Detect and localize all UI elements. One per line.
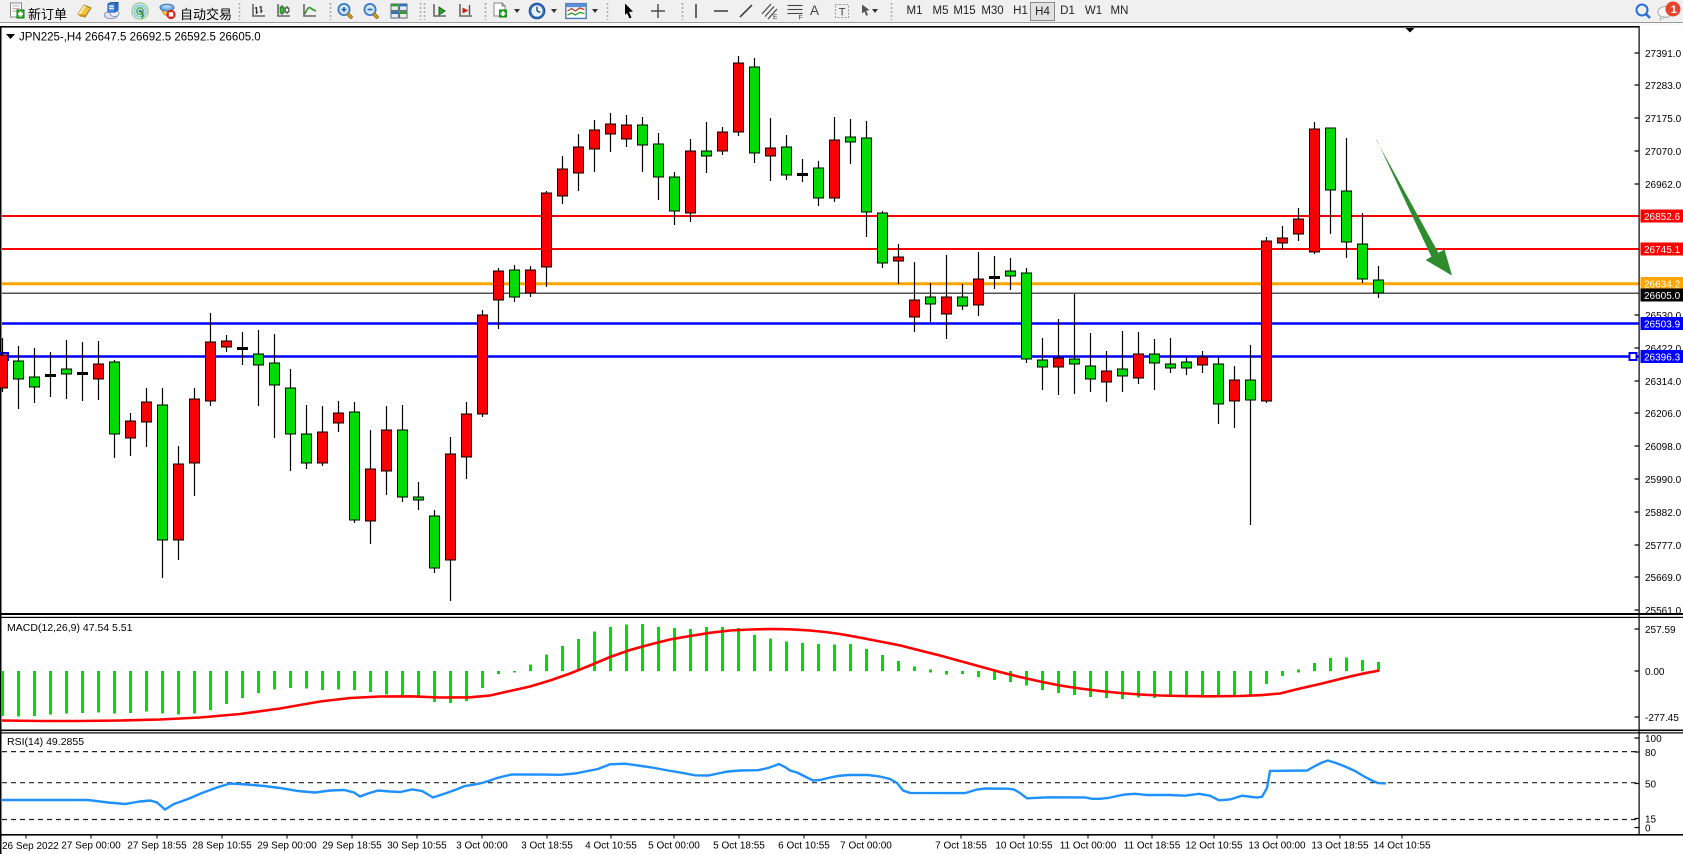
svg-text:27391.0: 27391.0 xyxy=(1645,49,1682,60)
svg-text:100: 100 xyxy=(1645,734,1662,745)
svg-text:11 Oct 00:00: 11 Oct 00:00 xyxy=(1060,841,1117,852)
svg-text:15: 15 xyxy=(1645,815,1657,826)
svg-text:26396.3: 26396.3 xyxy=(1644,352,1681,363)
svg-text:26 Sep 2022: 26 Sep 2022 xyxy=(2,841,59,852)
svg-text:-277.45: -277.45 xyxy=(1645,713,1679,724)
svg-text:26098.0: 26098.0 xyxy=(1645,442,1682,453)
svg-text:26422.0: 26422.0 xyxy=(1645,344,1682,355)
svg-text:50: 50 xyxy=(1645,780,1657,791)
svg-text:25990.0: 25990.0 xyxy=(1645,475,1682,486)
svg-text:12 Oct 10:55: 12 Oct 10:55 xyxy=(1185,841,1243,852)
svg-text:26605.0: 26605.0 xyxy=(1644,291,1681,302)
svg-text:5 Oct 00:00: 5 Oct 00:00 xyxy=(648,841,700,852)
svg-text:25669.0: 25669.0 xyxy=(1645,573,1682,584)
svg-text:0.00: 0.00 xyxy=(1645,667,1665,678)
svg-text:257.59: 257.59 xyxy=(1645,625,1676,636)
svg-text:27 Sep 00:00: 27 Sep 00:00 xyxy=(61,841,121,852)
svg-text:5 Oct 18:55: 5 Oct 18:55 xyxy=(713,841,765,852)
svg-text:26634.2: 26634.2 xyxy=(1644,279,1681,290)
svg-text:29 Sep 18:55: 29 Sep 18:55 xyxy=(322,841,382,852)
svg-text:26530.0: 26530.0 xyxy=(1645,311,1682,322)
svg-text:3 Oct 18:55: 3 Oct 18:55 xyxy=(521,841,573,852)
svg-text:27175.0: 27175.0 xyxy=(1645,114,1682,125)
svg-text:30 Sep 10:55: 30 Sep 10:55 xyxy=(387,841,447,852)
svg-text:80: 80 xyxy=(1645,748,1657,759)
svg-text:26962.0: 26962.0 xyxy=(1645,180,1682,191)
svg-text:3 Oct 00:00: 3 Oct 00:00 xyxy=(456,841,508,852)
svg-text:0: 0 xyxy=(1645,824,1651,835)
svg-text:27070.0: 27070.0 xyxy=(1645,147,1682,158)
svg-text:7 Oct 00:00: 7 Oct 00:00 xyxy=(840,841,892,852)
svg-text:26206.0: 26206.0 xyxy=(1645,409,1682,420)
svg-text:26503.9: 26503.9 xyxy=(1644,319,1681,330)
svg-text:4 Oct 10:55: 4 Oct 10:55 xyxy=(585,841,637,852)
svg-text:13 Oct 00:00: 13 Oct 00:00 xyxy=(1248,841,1306,852)
svg-text:7 Oct 18:55: 7 Oct 18:55 xyxy=(935,841,987,852)
svg-text:1: 1 xyxy=(1671,4,1677,16)
svg-text:26852.6: 26852.6 xyxy=(1644,212,1681,223)
svg-text:10 Oct 10:55: 10 Oct 10:55 xyxy=(995,841,1053,852)
svg-text:E: E xyxy=(773,14,778,20)
svg-text:F: F xyxy=(799,15,803,21)
svg-text:27283.0: 27283.0 xyxy=(1645,81,1682,92)
svg-text:29 Sep 00:00: 29 Sep 00:00 xyxy=(257,841,317,852)
svg-text:RSI(14) 49.2855: RSI(14) 49.2855 xyxy=(7,736,84,748)
svg-text:25561.0: 25561.0 xyxy=(1645,606,1682,617)
svg-text:6 Oct 10:55: 6 Oct 10:55 xyxy=(778,841,830,852)
svg-text:28 Sep 10:55: 28 Sep 10:55 xyxy=(192,841,252,852)
svg-text:25882.0: 25882.0 xyxy=(1645,508,1682,519)
svg-text:11 Oct 18:55: 11 Oct 18:55 xyxy=(1124,841,1181,852)
svg-text:14 Oct 10:55: 14 Oct 10:55 xyxy=(1373,841,1431,852)
svg-text:26745.1: 26745.1 xyxy=(1644,245,1681,256)
svg-text:27 Sep 18:55: 27 Sep 18:55 xyxy=(127,841,187,852)
svg-text:JPN225-,H4 26647.5 26692.5 26: JPN225-,H4 26647.5 26692.5 26592.5 26605… xyxy=(19,32,261,44)
svg-text:25777.0: 25777.0 xyxy=(1645,541,1682,552)
svg-text:MACD(12,26,9) 47.54 5.51: MACD(12,26,9) 47.54 5.51 xyxy=(7,622,133,634)
svg-text:T: T xyxy=(839,7,846,19)
svg-text:26314.0: 26314.0 xyxy=(1645,377,1682,388)
svg-text:13 Oct 18:55: 13 Oct 18:55 xyxy=(1311,841,1369,852)
